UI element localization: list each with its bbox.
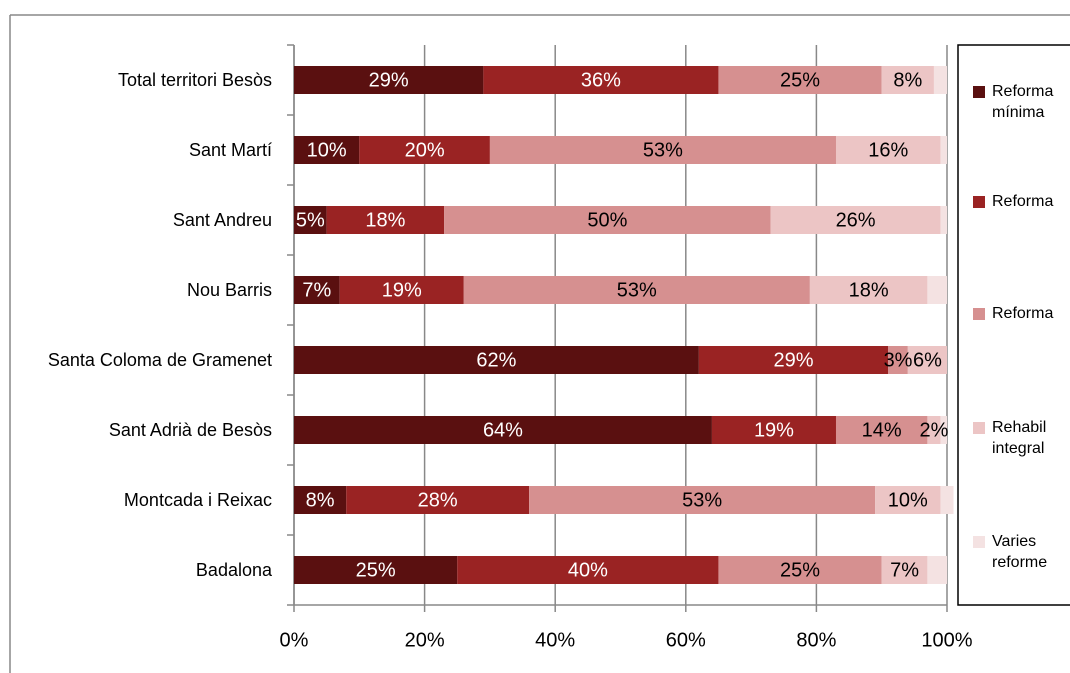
y-tick-label: Sant Adrià de Besòs	[108, 420, 272, 440]
data-label: 25%	[780, 69, 820, 91]
data-label: 19%	[382, 279, 422, 301]
legend-label: Reforma	[992, 305, 1054, 322]
bar-segment	[359, 136, 490, 164]
data-label: 10%	[307, 139, 347, 161]
y-tick-label: Montcada i Reixac	[123, 490, 272, 510]
legend-swatch	[973, 86, 985, 98]
bar-segment	[927, 416, 941, 444]
bar-segment	[933, 66, 947, 94]
bar-segment	[927, 276, 947, 304]
x-tick-label: 20%	[405, 629, 445, 651]
data-label: 53%	[617, 279, 657, 301]
data-label: 40%	[568, 559, 608, 581]
bar-segment	[835, 136, 941, 164]
bar-segment	[457, 556, 719, 584]
data-label: 28%	[418, 489, 458, 511]
data-label: 10%	[888, 489, 928, 511]
data-label: 16%	[868, 139, 908, 161]
bar-segment	[875, 486, 941, 514]
bar-segment	[463, 276, 810, 304]
data-label: 20%	[405, 139, 445, 161]
x-tick-label: 0%	[280, 629, 309, 651]
bar-segment	[881, 66, 934, 94]
bar-segment	[711, 416, 836, 444]
bar-segment	[907, 346, 947, 374]
data-label: 14%	[862, 419, 902, 441]
data-label: 64%	[483, 419, 523, 441]
data-label: 18%	[365, 209, 405, 231]
legend-label: Reforma	[992, 193, 1054, 210]
data-label: 18%	[849, 279, 889, 301]
bar-segment	[529, 486, 876, 514]
bar-segment	[809, 276, 928, 304]
bar-segment	[339, 276, 464, 304]
data-label: 53%	[643, 139, 683, 161]
bar-segment	[881, 556, 928, 584]
data-label: 3%	[884, 349, 913, 371]
legend-swatch	[973, 196, 985, 208]
bar-segment	[346, 486, 530, 514]
bar-segment	[294, 556, 458, 584]
x-tick-label: 60%	[666, 629, 706, 651]
bar-segment	[444, 206, 771, 234]
data-label: 19%	[754, 419, 794, 441]
x-tick-label: 40%	[535, 629, 575, 651]
bar-segment	[718, 66, 882, 94]
legend-label: Rehabil integral	[992, 419, 1047, 457]
bar-segment	[294, 206, 327, 234]
data-label: 7%	[890, 559, 919, 581]
data-label: 50%	[587, 209, 627, 231]
bar-segment	[940, 136, 947, 164]
x-tick-label: 80%	[796, 629, 836, 651]
legend-swatch	[973, 308, 985, 320]
x-tick-label: 100%	[921, 629, 972, 651]
bar-segment	[940, 206, 947, 234]
bar-segment	[927, 556, 947, 584]
data-label: 7%	[302, 279, 331, 301]
bar-segment	[294, 66, 484, 94]
y-tick-label: Sant Martí	[188, 140, 272, 160]
data-label: 8%	[306, 489, 335, 511]
y-tick-label: Santa Coloma de Gramenet	[47, 350, 272, 370]
bar-segment	[940, 416, 947, 444]
legend-swatch	[973, 422, 985, 434]
y-tick-label: Sant Andreu	[172, 210, 272, 230]
data-label: 53%	[682, 489, 722, 511]
bar-segment	[294, 346, 699, 374]
data-label: 29%	[774, 349, 814, 371]
bar-segment	[835, 416, 928, 444]
bar-segment	[294, 486, 347, 514]
legend-label: Reforma mínima	[992, 83, 1054, 121]
data-label: 6%	[913, 349, 942, 371]
data-label: 62%	[476, 349, 516, 371]
data-label: 25%	[780, 559, 820, 581]
y-tick-label: Total territori Besòs	[117, 70, 272, 90]
bar-segment	[888, 346, 908, 374]
bar-segment	[718, 556, 882, 584]
data-label: 2%	[919, 419, 948, 441]
legend-swatch	[973, 536, 985, 548]
bar-segment	[489, 136, 836, 164]
bar-segment	[483, 66, 719, 94]
bar-segment	[698, 346, 889, 374]
legend-label: Varies reforme	[992, 533, 1048, 571]
data-label: 36%	[581, 69, 621, 91]
data-label: 5%	[296, 209, 325, 231]
bar-segment	[326, 206, 445, 234]
bar-segment	[294, 416, 712, 444]
bar-segment	[940, 486, 954, 514]
data-label: 29%	[369, 69, 409, 91]
y-tick-label: Badalona	[195, 560, 272, 580]
y-tick-label: Nou Barris	[186, 280, 272, 300]
legend-box	[957, 44, 1070, 606]
bar-segment	[294, 136, 360, 164]
bar-segment	[770, 206, 941, 234]
data-label: 26%	[836, 209, 876, 231]
data-label: 8%	[893, 69, 922, 91]
data-label: 25%	[356, 559, 396, 581]
bar-segment	[294, 276, 340, 304]
